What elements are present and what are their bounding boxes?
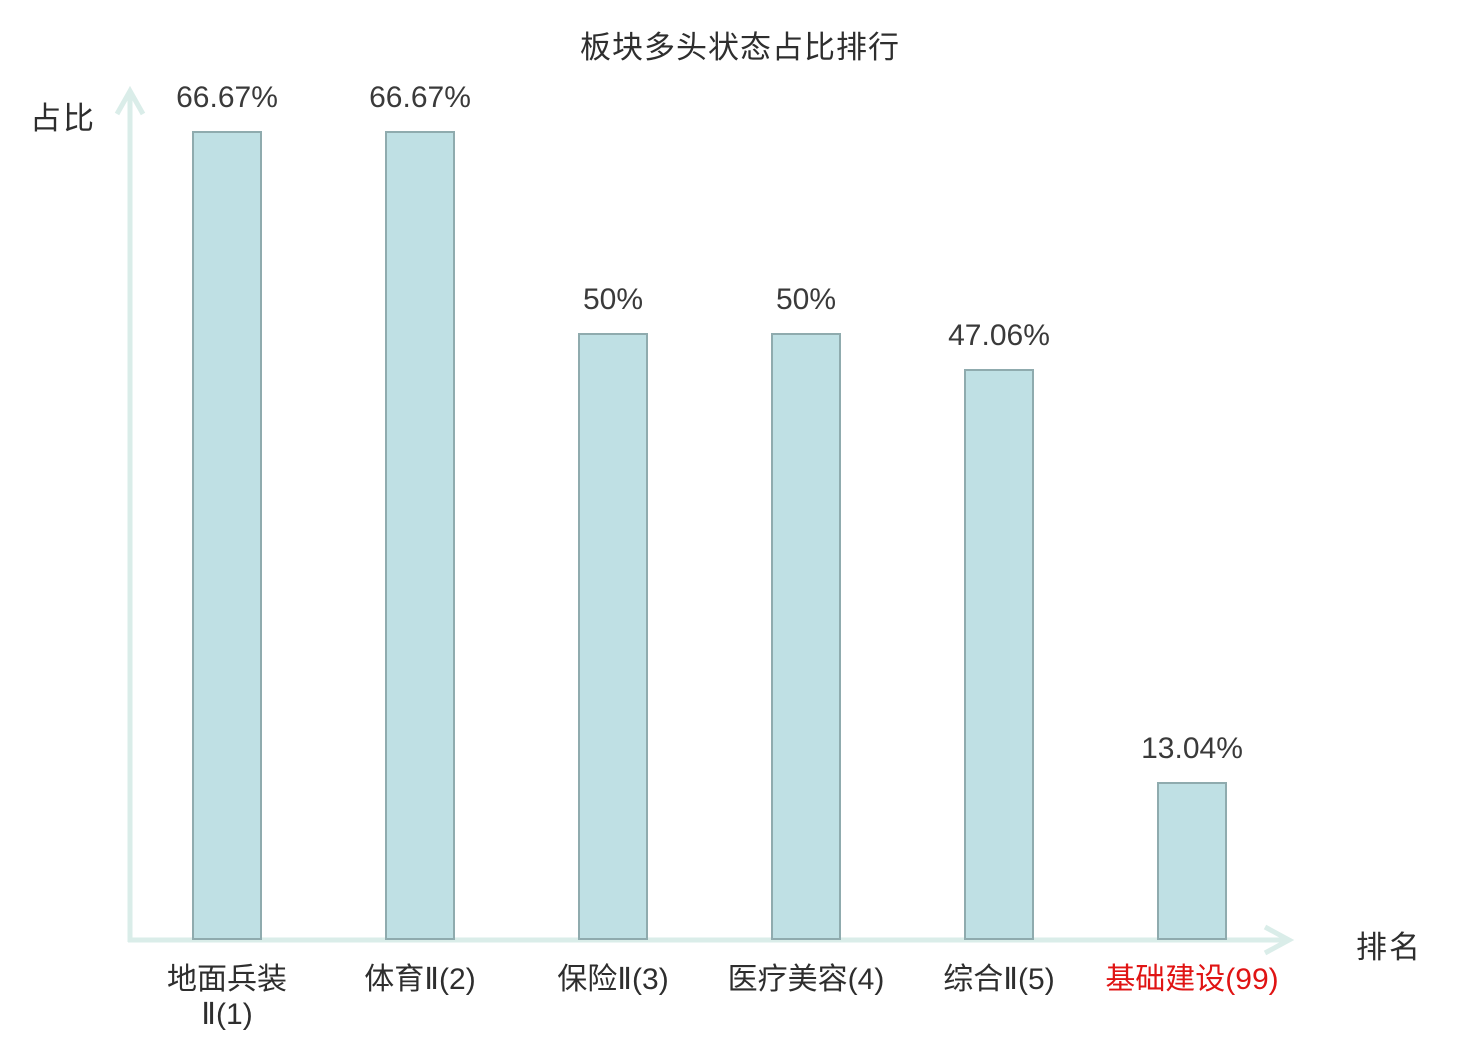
bar-value-label: 50% — [582, 283, 644, 316]
category-label: 综合Ⅱ(5) — [943, 963, 1055, 996]
bar-value-label: 13.04% — [1141, 732, 1243, 765]
category-label: 保险Ⅱ(3) — [557, 963, 669, 996]
bar — [964, 369, 1034, 940]
bar-value-label: 66.67% — [176, 81, 278, 114]
chart-title: 板块多头状态占比排行 — [580, 30, 900, 65]
category-label: 体育Ⅱ(2) — [364, 963, 476, 996]
bar-value-label: 47.06% — [948, 319, 1050, 352]
y-axis-label: 占比 — [30, 101, 96, 136]
bar-value-label: 50% — [775, 283, 837, 316]
y-axis-arrowhead-icon — [114, 85, 146, 116]
category-label: 基础建设(99) — [1105, 963, 1279, 996]
x-axis-label: 排名 — [1356, 930, 1422, 965]
bar — [771, 333, 841, 940]
bar — [385, 131, 455, 940]
bar — [192, 131, 262, 940]
bar — [1157, 782, 1227, 940]
bar-value-label: 66.67% — [369, 81, 471, 114]
category-label: 医疗美容(4) — [727, 963, 885, 996]
bar — [578, 333, 648, 940]
x-axis-arrowhead-icon — [1263, 924, 1295, 956]
category-label: 地面兵装 Ⅱ(1) — [167, 963, 287, 1031]
